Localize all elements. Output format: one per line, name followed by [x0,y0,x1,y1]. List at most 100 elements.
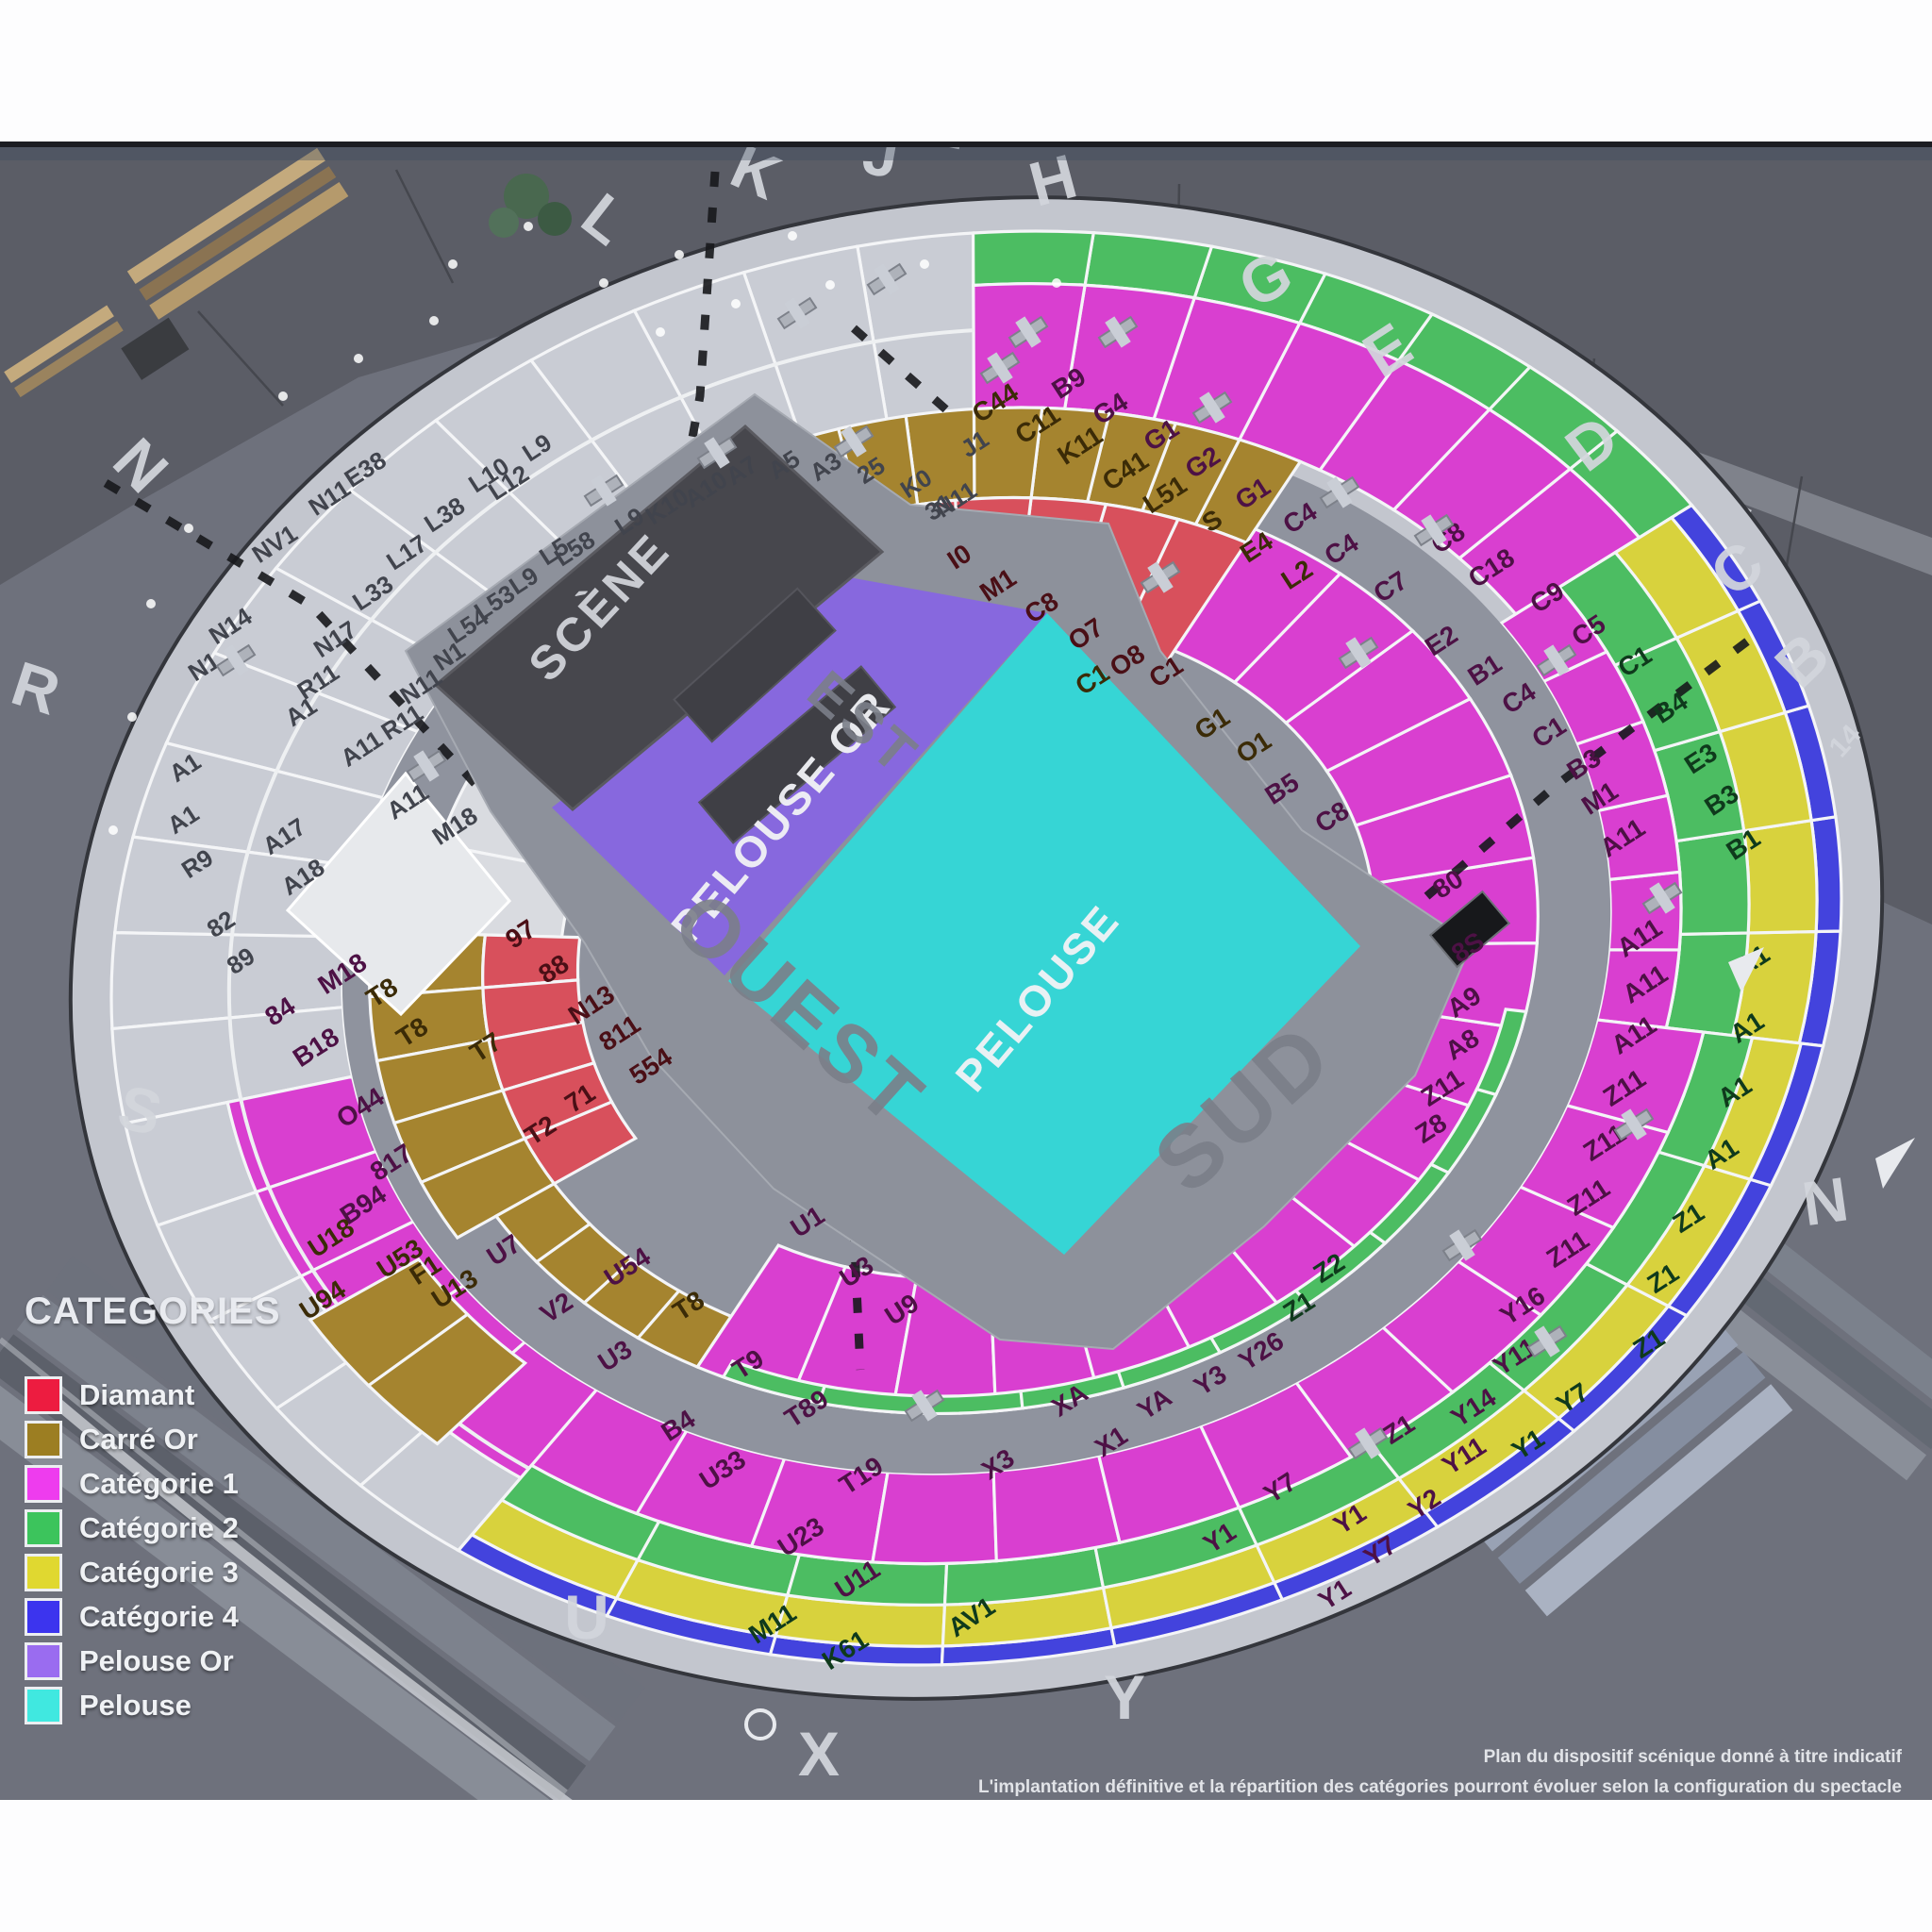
light-glint-icon [1052,278,1061,288]
stand-section[interactable] [1116,1335,1223,1391]
legend-item-list: Diamant Carré Or Catégorie 1 Catégorie 2 Cat… [25,1376,421,1724]
light-glint-icon [788,231,797,241]
legend-label: Catégorie 4 [79,1600,239,1633]
light-glint-icon [278,391,288,401]
pelouse-zone[interactable] [728,613,1360,1255]
speaker-icon [1338,636,1379,670]
legend-swatch [25,1465,62,1503]
stand-section[interactable] [500,1060,614,1141]
legend-swatch [25,1421,62,1458]
legend-item[interactable]: Catégorie 1 [25,1465,421,1503]
video-screen [1428,890,1511,969]
dotted-divider-line [1367,638,1750,949]
stand-section[interactable] [1456,1185,1616,1318]
top-border-line [0,142,1932,147]
speaker-icon [979,351,1021,385]
legend: CATEGORIES Diamant Carré Or Catégorie 1 Cat… [25,1291,421,1731]
stand-section[interactable] [534,1222,635,1306]
stand-section[interactable] [522,1100,639,1186]
legend-label: Catégorie 2 [79,1511,239,1544]
light-glint-icon [524,222,533,231]
legend-label: Pelouse Or [79,1644,234,1677]
stand-section[interactable] [1428,1087,1499,1175]
stand-section[interactable] [1324,696,1513,827]
top-margin [0,0,1932,142]
gate-letter: U [564,1582,609,1652]
speaker-icon [1441,1228,1483,1262]
stand-section[interactable] [721,1358,827,1405]
legend-swatch [25,1642,62,1680]
stand-section[interactable] [308,1257,471,1388]
speaker-icon [1526,1324,1568,1358]
legend-swatch [25,1509,62,1547]
light-glint-icon [146,599,156,608]
speaker-icon [904,1389,945,1423]
stand-section[interactable] [487,1020,596,1092]
disclaimer-line1: Plan du dispositif scénique donné à titr… [1484,1747,1903,1767]
light-glint-icon [354,354,363,363]
stand-section[interactable] [1208,1289,1311,1355]
speaker-icon [1641,881,1683,915]
speaker-icon [1191,391,1233,425]
catwalk [673,587,897,844]
stand-section[interactable] [1019,1369,1126,1410]
legend-item[interactable]: Catégorie 2 [25,1509,421,1547]
legend-label: Carré Or [79,1423,198,1456]
legend-label: Catégorie 1 [79,1467,239,1500]
legend-item[interactable]: Diamant [25,1376,421,1414]
stand-section[interactable] [1367,1162,1451,1245]
stand-section[interactable] [481,978,585,1042]
stand-section[interactable] [871,1469,998,1566]
legend-swatch [25,1554,62,1591]
tier-divider [226,328,974,1471]
service-road [34,1382,608,1835]
bottom-margin [0,1800,1932,1932]
disclaimer-line2: L'implantation définitive et la répartit… [978,1777,1902,1797]
stand-section[interactable] [971,229,1096,288]
speaker-icon [1347,1426,1389,1460]
stand-section[interactable] [366,1312,528,1446]
legend-item[interactable]: Catégorie 4 [25,1598,421,1636]
speaker-icon [1413,513,1455,547]
legend-item[interactable]: Pelouse Or [25,1642,421,1680]
stairs-structure-topleft [121,147,349,380]
stand-section[interactable] [1474,1008,1528,1097]
stand-section[interactable] [1172,526,1343,685]
gate-letter: N [1798,1163,1853,1239]
legend-item[interactable]: Catégorie 3 [25,1554,421,1591]
stand-section[interactable] [581,1257,682,1341]
decor-icons [108,222,1683,1460]
light-glint-icon [825,280,835,290]
legend-label: Pelouse [79,1689,192,1722]
stand-section[interactable] [1232,571,1415,725]
light-glint-icon [448,259,458,269]
speaker-icon [1140,560,1181,594]
stand-section[interactable] [816,1384,924,1415]
trees-icon [489,174,572,238]
stand-section[interactable] [1283,628,1473,774]
light-glint-icon [429,316,439,325]
speaker-icon [215,643,257,677]
speaker-icon [1536,643,1577,677]
speaker-icon [1319,475,1360,509]
stand-section[interactable] [635,1289,734,1370]
legend-swatch [25,1598,62,1636]
unsold-section [285,771,512,1017]
stand-section[interactable] [1317,358,1492,512]
stand-section[interactable] [1293,1230,1388,1307]
dotted-divider-line [103,479,532,845]
light-glint-icon [108,825,118,835]
service-road-edge [0,1337,568,1795]
legend-item[interactable]: Pelouse [25,1687,421,1724]
light-glint-icon [675,250,684,259]
legend-item[interactable]: Carré Or [25,1421,421,1458]
legend-label: Catégorie 3 [79,1556,239,1589]
speaker-icon [1097,315,1139,349]
arrow-icon [1728,947,1764,992]
speaker-icon [776,296,818,330]
gate-letter: Y [1104,1662,1145,1732]
stand-section[interactable] [749,1457,890,1564]
speaker-icon [1613,1108,1655,1141]
legend-swatch [25,1687,62,1724]
